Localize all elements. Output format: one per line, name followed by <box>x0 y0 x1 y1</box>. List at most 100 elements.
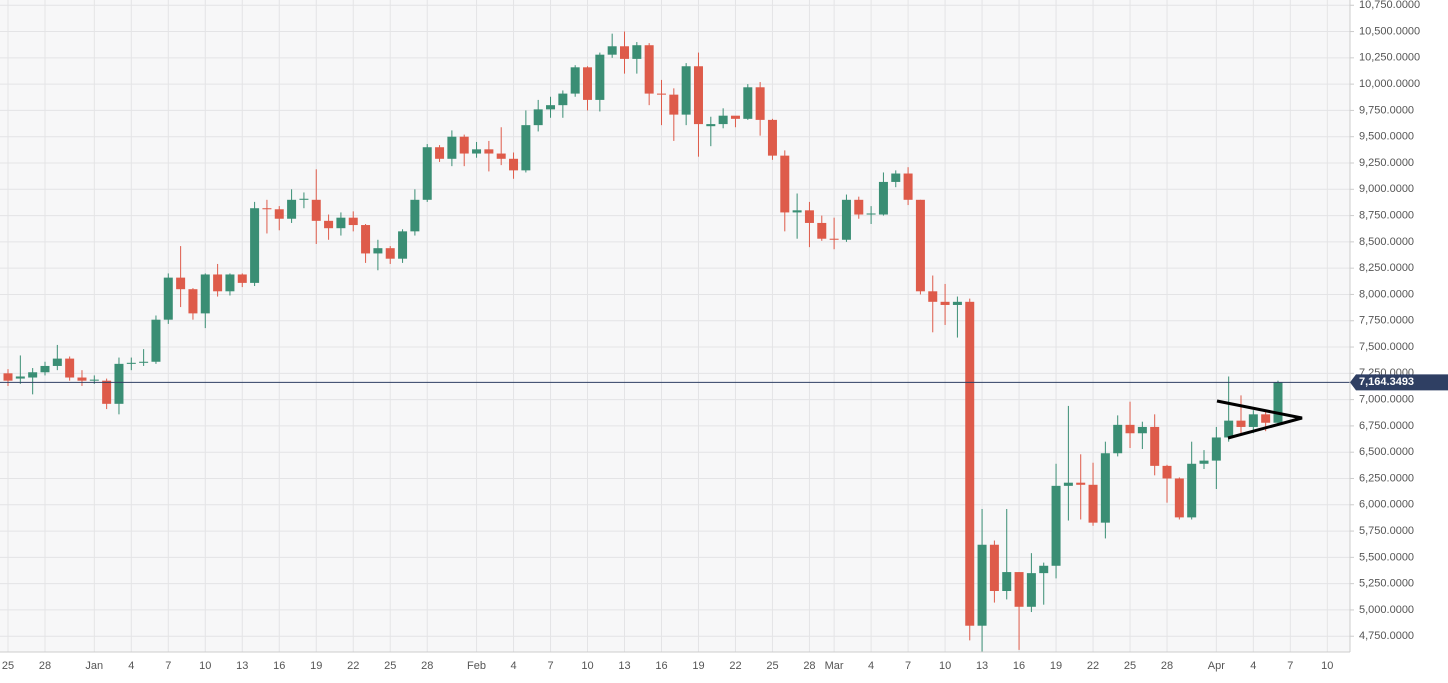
last-price-tag <box>1350 374 1448 391</box>
x-tick-label: Feb <box>467 660 486 672</box>
candle-body <box>89 379 99 381</box>
candle-body <box>755 87 765 120</box>
y-tick-label: 9,500.0000 <box>1359 131 1414 143</box>
candle-body <box>1076 482 1086 485</box>
candle-body <box>866 213 876 215</box>
candle-body <box>1211 437 1221 461</box>
candle-body <box>730 115 740 119</box>
candle-body <box>989 544 999 592</box>
y-tick-label: 6,750.0000 <box>1359 420 1414 432</box>
candle-body <box>336 217 346 229</box>
y-tick-label: 8,500.0000 <box>1359 236 1414 248</box>
candle-body <box>410 199 420 232</box>
x-tick-label: 28 <box>39 660 51 672</box>
candle-body <box>287 199 297 219</box>
y-tick-label: 10,750.0000 <box>1359 0 1420 11</box>
candle-body <box>940 301 950 305</box>
candle-body <box>1100 453 1110 523</box>
x-tick-label: 28 <box>421 660 433 672</box>
y-tick-label: 8,750.0000 <box>1359 209 1414 221</box>
candle-body <box>533 109 543 126</box>
x-tick-label: 22 <box>347 660 359 672</box>
y-tick-label: 8,000.0000 <box>1359 288 1414 300</box>
candle-body <box>1014 572 1024 607</box>
candle-body <box>1236 420 1246 427</box>
x-tick-label: Jan <box>85 660 103 672</box>
candle-body <box>792 210 802 213</box>
candle-body <box>102 380 112 404</box>
candle-body <box>348 217 358 226</box>
x-tick-label: 4 <box>128 660 134 672</box>
candle-body <box>361 225 371 254</box>
candle-body <box>632 45 642 59</box>
candle-body <box>324 220 334 229</box>
candle-body <box>496 153 506 159</box>
candle-body <box>706 124 716 127</box>
y-tick-label: 10,000.0000 <box>1359 78 1420 90</box>
candle-body <box>65 358 75 378</box>
x-tick-label: 4 <box>1250 660 1256 672</box>
candle-body <box>435 147 445 159</box>
x-tick-label: 25 <box>1124 660 1136 672</box>
x-tick-label: 22 <box>729 660 741 672</box>
candles <box>0 31 1350 652</box>
candle-body <box>669 94 679 115</box>
y-tick-label: 10,500.0000 <box>1359 25 1420 37</box>
candle-body <box>176 277 186 290</box>
last-price-label: 7,164.3493 <box>1359 376 1414 388</box>
y-tick-label: 5,500.0000 <box>1359 551 1414 563</box>
y-tick-label: 8,250.0000 <box>1359 262 1414 274</box>
candle-body <box>299 198 309 200</box>
y-tick-label: 9,000.0000 <box>1359 183 1414 195</box>
candle-body <box>1273 382 1283 423</box>
candle-body <box>1261 414 1271 423</box>
candle-body <box>891 173 901 182</box>
candle-body <box>373 248 383 254</box>
candle-body <box>583 67 593 100</box>
x-tick-label: 25 <box>766 660 778 672</box>
candle-body <box>188 289 198 314</box>
candle-body <box>15 376 25 379</box>
y-tick-label: 4,750.0000 <box>1359 630 1414 642</box>
x-tick-label: Mar <box>825 660 844 672</box>
candle-body <box>114 363 124 404</box>
y-tick-label: 5,000.0000 <box>1359 604 1414 616</box>
candle-body <box>1174 478 1184 518</box>
candle-body <box>139 361 149 363</box>
y-tick-label: 5,250.0000 <box>1359 578 1414 590</box>
y-tick-label: 6,250.0000 <box>1359 472 1414 484</box>
candle-body <box>274 209 284 219</box>
y-tick-label: 5,750.0000 <box>1359 525 1414 537</box>
y-tick-label: 6,500.0000 <box>1359 446 1414 458</box>
candle-body <box>3 373 13 381</box>
candle-body <box>237 274 247 283</box>
x-tick-label: 13 <box>236 660 248 672</box>
x-tick-label: 10 <box>199 660 211 672</box>
candle-body <box>780 155 790 213</box>
candle-body <box>1137 426 1147 434</box>
x-tick-label: 28 <box>1161 660 1173 672</box>
candle-body <box>854 199 864 215</box>
candle-body <box>915 199 925 292</box>
candle-body <box>718 115 728 125</box>
candle-body <box>40 365 50 373</box>
candle-body <box>213 274 223 292</box>
candle-body <box>607 46 617 55</box>
candle-body <box>620 46 629 59</box>
y-tick-label: 6,000.0000 <box>1359 499 1414 511</box>
x-tick-label: 7 <box>1287 660 1293 672</box>
candle-body <box>595 54 605 100</box>
candle-body <box>1026 573 1036 607</box>
x-tick-label: 16 <box>273 660 285 672</box>
x-tick-label: 16 <box>1013 660 1025 672</box>
candle-body <box>1125 424 1135 434</box>
candle-body <box>422 147 432 200</box>
candle-body <box>558 93 568 106</box>
candle-body <box>225 274 235 292</box>
triangle-drawing <box>1216 399 1303 440</box>
y-tick-label: 9,750.0000 <box>1359 104 1414 116</box>
candle-body <box>952 301 962 305</box>
x-tick-label: 19 <box>310 660 322 672</box>
candle-body <box>570 67 580 94</box>
